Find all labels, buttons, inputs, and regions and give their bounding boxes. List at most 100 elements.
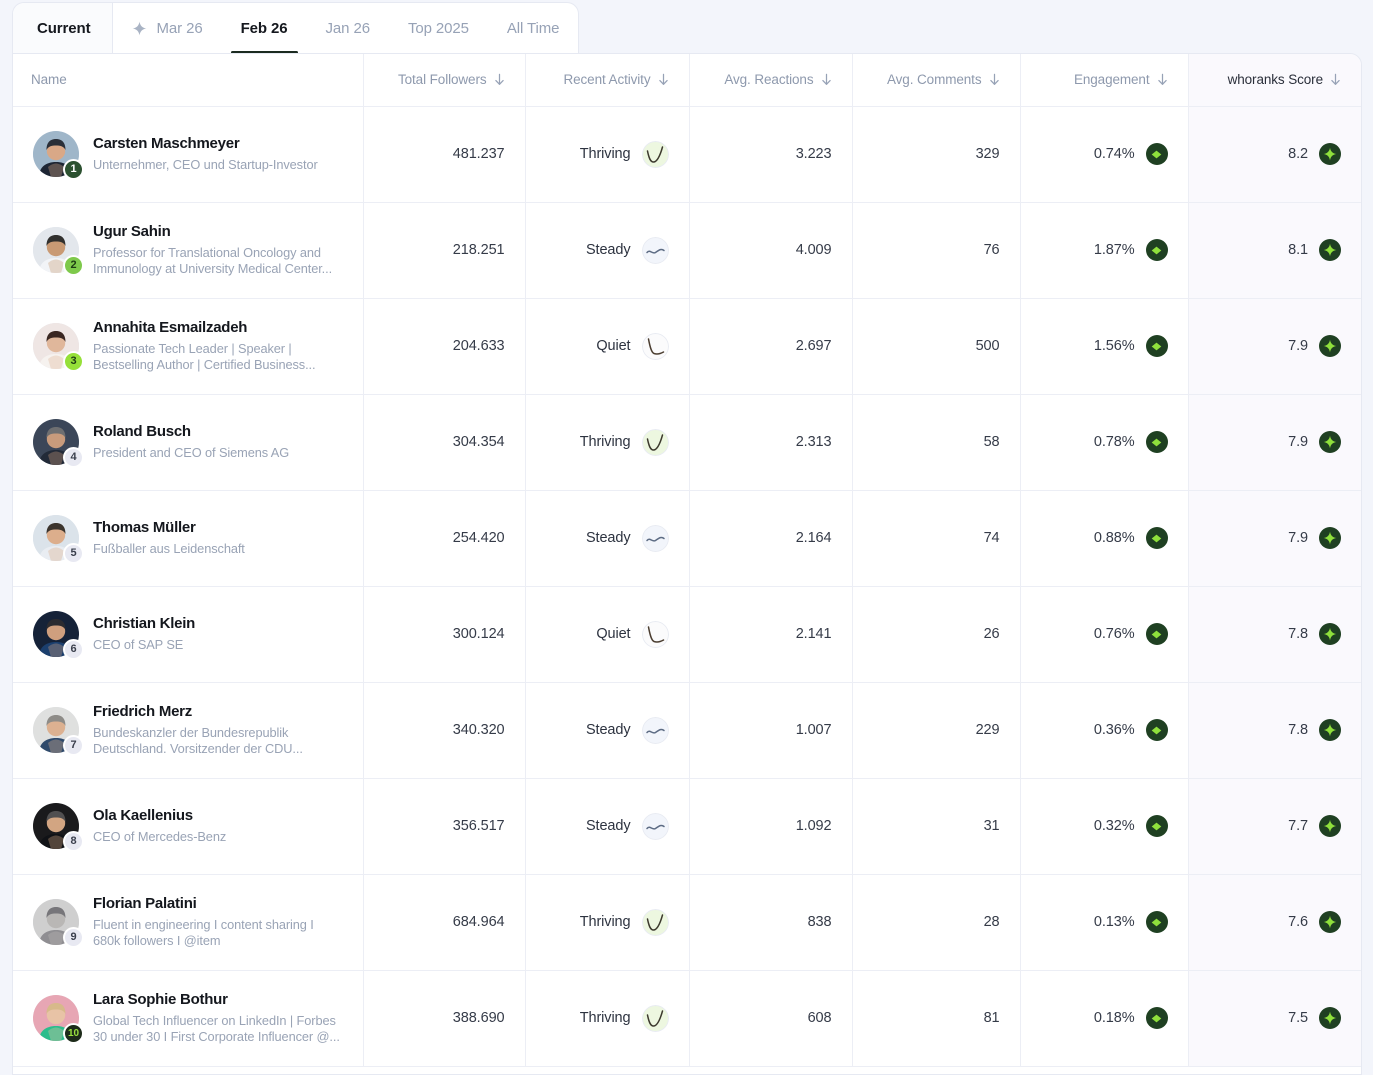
engagement-value: 0.74% (1093, 146, 1135, 162)
table-row[interactable]: 5 Thomas Müller Fußballer aus Leidenschaft… (13, 490, 1361, 587)
tab-feb-26[interactable]: Feb 26 (222, 3, 307, 54)
person-name: Christian Klein (93, 615, 196, 632)
person-name: Annahita Esmailzadeh (93, 318, 248, 336)
leaf-diamond-icon (1145, 335, 1168, 357)
cell-name[interactable]: 6 Christian Klein CEO of SAP SE (13, 586, 364, 683)
avatar[interactable]: 9 (33, 899, 84, 948)
arrow-down-icon[interactable] (821, 73, 832, 86)
column-header-activity[interactable]: Recent Activity (525, 54, 690, 107)
cell-whoranks-score: 7.6 (1188, 874, 1361, 971)
tab-label: Feb 26 (240, 20, 288, 37)
table-row[interactable]: 3 Annahita Esmailzadeh Passionate Tech Lea… (13, 298, 1361, 395)
arrow-down-icon[interactable] (989, 73, 1000, 86)
table-row[interactable]: 8 Ola Kaellenius CEO of Mercedes-Benz 356.5… (13, 778, 1361, 875)
cell-name[interactable]: 7 Friedrich Merz Bundeskanzler der Bundesr… (13, 682, 364, 779)
table-row[interactable]: 1 Carsten Maschmeyer Unternehmer, CEO und … (13, 106, 1361, 203)
cell-avg-reactions: 608 (689, 970, 853, 1067)
person-headline: CEO of Mercedes-Benz (93, 828, 227, 844)
leaf-diamond-icon (1145, 815, 1168, 837)
tab-jan-26[interactable]: Jan 26 (307, 3, 389, 54)
cell-avg-reactions: 1.092 (689, 778, 853, 875)
column-header-followers[interactable]: Total Followers (363, 54, 526, 107)
cell-name[interactable]: 8 Ola Kaellenius CEO of Mercedes-Benz (13, 778, 364, 875)
cell-whoranks-score: 8.2 (1188, 106, 1361, 203)
tab-current-label[interactable]: Current (13, 3, 114, 54)
arrow-down-icon[interactable] (494, 73, 505, 86)
cell-name[interactable]: 9 Florian Palatini Fluent in engineering I… (13, 874, 364, 971)
person-name: Lara Sophie Bothur (93, 990, 228, 1008)
avatar[interactable]: 4 (33, 419, 84, 468)
rank-badge: 4 (63, 447, 84, 468)
avatar[interactable]: 2 (33, 227, 84, 276)
sparkle-icon (132, 21, 147, 36)
avatar[interactable]: 10 (33, 995, 84, 1044)
arrow-down-icon[interactable] (1157, 73, 1168, 86)
cell-recent-activity: Steady (525, 778, 690, 875)
cell-avg-reactions: 2.313 (689, 394, 853, 491)
score-value: 8.2 (1288, 146, 1308, 162)
leaf-diamond-icon (1145, 911, 1168, 933)
cell-name[interactable]: 2 Ugur Sahin Professor for Translational O… (13, 202, 364, 299)
column-header-engagement[interactable]: Engagement (1020, 54, 1189, 107)
cell-total-followers: 340.320 (363, 682, 526, 779)
person-headline: Passionate Tech Leader | Speaker | Bests… (93, 340, 316, 372)
engagement-value: 1.87% (1093, 242, 1135, 258)
person-headline: Fußballer aus Leidenschaft (93, 540, 245, 556)
person-name: Ugur Sahin (93, 222, 171, 240)
table-row[interactable]: 6 Christian Klein CEO of SAP SE 300.124 Quie… (13, 586, 1361, 683)
rank-badge: 5 (63, 543, 84, 564)
sparkle-star-icon (1319, 527, 1341, 549)
column-header-score[interactable]: whoranks Score (1188, 54, 1361, 107)
cell-avg-comments: 74 (852, 490, 1021, 587)
cell-avg-comments: 26 (852, 586, 1021, 683)
avatar[interactable]: 5 (33, 515, 84, 564)
arrow-down-icon[interactable] (658, 73, 669, 86)
cell-name[interactable]: 3 Annahita Esmailzadeh Passionate Tech Lea… (13, 298, 364, 395)
cell-recent-activity: Thriving (525, 874, 690, 971)
column-header-label: Avg. Comments (887, 72, 982, 88)
cell-name[interactable]: 1 Carsten Maschmeyer Unternehmer, CEO und … (13, 106, 364, 203)
sparkline-thriving-icon (641, 1004, 669, 1032)
leaderboard-table-container: Name Total Followers Recent Activity Avg. R… (12, 53, 1362, 1075)
table-row[interactable]: 9 Florian Palatini Fluent in engineering I… (13, 874, 1361, 971)
cell-whoranks-score: 7.7 (1188, 778, 1361, 875)
avatar[interactable]: 3 (33, 323, 84, 372)
table-row[interactable]: 4 Roland Busch President and CEO of Siemen… (13, 394, 1361, 491)
sparkle-star-icon (1319, 143, 1341, 165)
cell-avg-comments: 329 (852, 106, 1021, 203)
cell-whoranks-score: 7.9 (1188, 490, 1361, 587)
cell-total-followers: 204.633 (363, 298, 526, 395)
arrow-down-icon[interactable] (1330, 73, 1341, 86)
column-header-comments[interactable]: Avg. Comments (852, 54, 1021, 107)
cell-avg-comments: 76 (852, 202, 1021, 299)
avatar[interactable]: 7 (33, 707, 84, 756)
cell-name[interactable]: 4 Roland Busch President and CEO of Siemen… (13, 394, 364, 491)
person-headline: CEO of SAP SE (93, 636, 184, 652)
tab-mar-26[interactable]: Mar 26 (113, 3, 221, 54)
table-row[interactable]: 2 Ugur Sahin Professor for Translational O… (13, 202, 1361, 299)
table-row[interactable]: 7 Friedrich Merz Bundeskanzler der Bundesr… (13, 682, 1361, 779)
sparkline-thriving-icon (641, 908, 669, 936)
cell-engagement: 1.56% (1020, 298, 1189, 395)
cell-name[interactable]: 10 Lara Sophie Bothur Global Tech Influenc… (13, 970, 364, 1067)
cell-avg-reactions: 4.009 (689, 202, 853, 299)
score-value: 7.8 (1288, 626, 1308, 642)
rank-badge: 1 (63, 159, 84, 180)
activity-label: Thriving (579, 914, 631, 930)
engagement-value: 0.76% (1093, 626, 1135, 642)
avatar-image (33, 323, 79, 369)
avatar[interactable]: 6 (33, 611, 84, 660)
cell-whoranks-score: 7.5 (1188, 970, 1361, 1067)
table-row[interactable]: 10 Lara Sophie Bothur Global Tech Influenc… (13, 970, 1361, 1067)
cell-name[interactable]: 5 Thomas Müller Fußballer aus Leidenschaft (13, 490, 364, 587)
cell-whoranks-score: 8.1 (1188, 202, 1361, 299)
avatar[interactable]: 8 (33, 803, 84, 852)
person-name: Thomas Müller (93, 519, 196, 536)
tab-all-time[interactable]: All Time (488, 3, 579, 54)
avatar[interactable]: 1 (33, 131, 84, 180)
rank-badge: 6 (63, 639, 84, 660)
cell-avg-comments: 58 (852, 394, 1021, 491)
tab-top-2025[interactable]: Top 2025 (389, 3, 488, 54)
column-header-reactions[interactable]: Avg. Reactions (689, 54, 853, 107)
cell-avg-reactions: 2.164 (689, 490, 853, 587)
